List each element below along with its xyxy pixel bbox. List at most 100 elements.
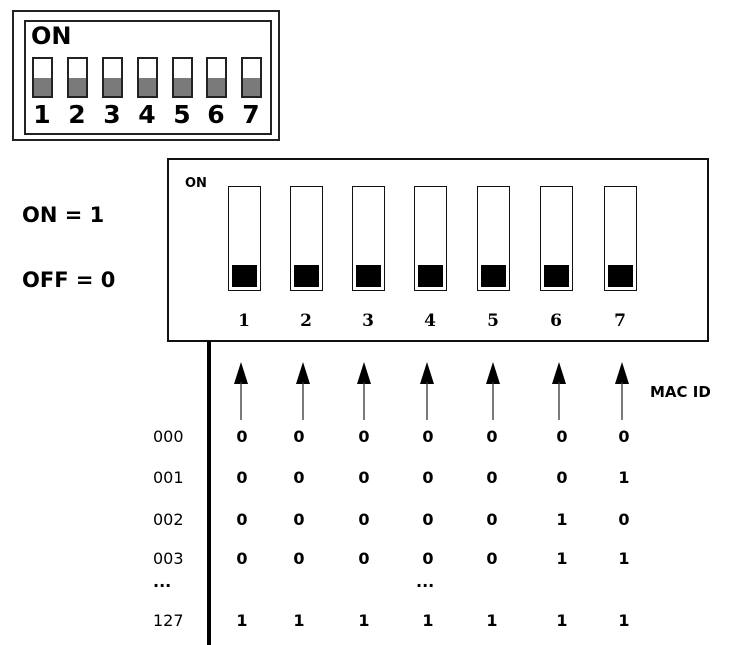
bit-cell: 0: [293, 427, 305, 446]
bit-cell: 1: [618, 549, 630, 568]
switch-lever: [174, 78, 191, 96]
big-dip-switch-2: [290, 186, 323, 291]
switch-lever: [208, 78, 225, 96]
row-mac-id: 000: [153, 427, 184, 446]
bit-cell: 0: [486, 427, 498, 446]
big-switch-number: 5: [487, 311, 499, 331]
up-arrow-icon: [615, 362, 629, 420]
small-dip-switch-6: [206, 57, 227, 98]
bit-cell: 0: [486, 549, 498, 568]
switch-lever: [104, 78, 121, 96]
up-arrow-icon: [234, 362, 248, 420]
small-switch-number: 3: [103, 100, 121, 129]
row-mac-id: 002: [153, 510, 184, 529]
big-dip-switch-5: [477, 186, 510, 291]
bit-cell: 0: [422, 510, 434, 529]
big-dip-switch-6: [540, 186, 573, 291]
bit-cell: 0: [618, 427, 630, 446]
big-dip-switch-4: [414, 186, 447, 291]
switch-lever: [356, 265, 381, 287]
small-dip-switch-5: [172, 57, 193, 98]
bit-cell: 0: [422, 427, 434, 446]
switch-lever: [544, 265, 569, 287]
bit-cell: 0: [358, 427, 370, 446]
switch-lever: [69, 78, 86, 96]
big-switch-number: 3: [362, 311, 374, 331]
small-switch-number: 2: [68, 100, 86, 129]
small-dip-switch-2: [67, 57, 88, 98]
bit-cell: 1: [556, 611, 568, 630]
small-switch-body: [24, 20, 272, 135]
big-switch-number: 4: [424, 311, 436, 331]
small-dip-switch-1: [32, 57, 53, 98]
switch-lever: [232, 265, 257, 287]
bit-cell: 0: [422, 468, 434, 487]
bit-cell: 0: [556, 427, 568, 446]
up-arrow-icon: [357, 362, 371, 420]
switch-lever: [418, 265, 443, 287]
bit-cell: 1: [556, 510, 568, 529]
small-switch-on-label: ON: [31, 22, 72, 50]
bit-cell: 0: [293, 510, 305, 529]
big-dip-switch-1: [228, 186, 261, 291]
small-switch-number: 6: [207, 100, 225, 129]
bit-cell: 0: [618, 510, 630, 529]
row-mac-id: 127: [153, 611, 184, 630]
switch-lever: [34, 78, 51, 96]
bits-ellipsis: ...: [416, 572, 435, 591]
big-switch-number: 1: [238, 311, 250, 331]
bit-cell: 0: [358, 549, 370, 568]
bit-cell: 0: [486, 510, 498, 529]
bit-cell: 1: [618, 611, 630, 630]
table-divider-line: [207, 341, 211, 645]
bit-cell: 1: [618, 468, 630, 487]
big-switch-number: 6: [550, 311, 562, 331]
big-switch-number: 2: [300, 311, 312, 331]
legend-on: ON = 1: [22, 203, 105, 227]
up-arrow-icon: [296, 362, 310, 420]
small-dip-switch-3: [102, 57, 123, 98]
bit-cell: 0: [486, 468, 498, 487]
small-switch-number: 5: [173, 100, 191, 129]
bit-cell: 0: [236, 549, 248, 568]
small-switch-number: 7: [242, 100, 260, 129]
big-switch-body: [167, 158, 709, 342]
up-arrow-icon: [486, 362, 500, 420]
bit-cell: 1: [293, 611, 305, 630]
bit-cell: 0: [236, 427, 248, 446]
bit-cell: 0: [293, 549, 305, 568]
bit-cell: 0: [422, 549, 434, 568]
up-arrow-icon: [420, 362, 434, 420]
bit-cell: 0: [293, 468, 305, 487]
bit-cell: 0: [358, 468, 370, 487]
bit-cell: 1: [358, 611, 370, 630]
bit-cell: 1: [486, 611, 498, 630]
legend-off: OFF = 0: [22, 268, 116, 292]
small-dip-switch-7: [241, 57, 262, 98]
switch-lever: [481, 265, 506, 287]
switch-lever: [243, 78, 260, 96]
row-mac-id: 001: [153, 468, 184, 487]
switch-lever: [608, 265, 633, 287]
bit-cell: 1: [236, 611, 248, 630]
bit-cell: 0: [556, 468, 568, 487]
up-arrow-icon: [552, 362, 566, 420]
small-dip-switch-4: [137, 57, 158, 98]
small-switch-number: 1: [33, 100, 51, 129]
bit-cell: 1: [556, 549, 568, 568]
row-mac-id: 003: [153, 549, 184, 568]
small-switch-number: 4: [138, 100, 156, 129]
bit-cell: 0: [236, 468, 248, 487]
big-dip-switch-3: [352, 186, 385, 291]
switch-lever: [294, 265, 319, 287]
switch-lever: [139, 78, 156, 96]
bit-cell: 1: [422, 611, 434, 630]
bit-cell: 0: [358, 510, 370, 529]
small-switch-outer-frame: [12, 10, 280, 141]
row-ellipsis: ...: [153, 572, 172, 591]
big-dip-switch-7: [604, 186, 637, 291]
big-switch-number: 7: [614, 311, 626, 331]
big-switch-on-label: ON: [185, 176, 207, 191]
mac-id-label: MAC ID: [650, 383, 711, 401]
